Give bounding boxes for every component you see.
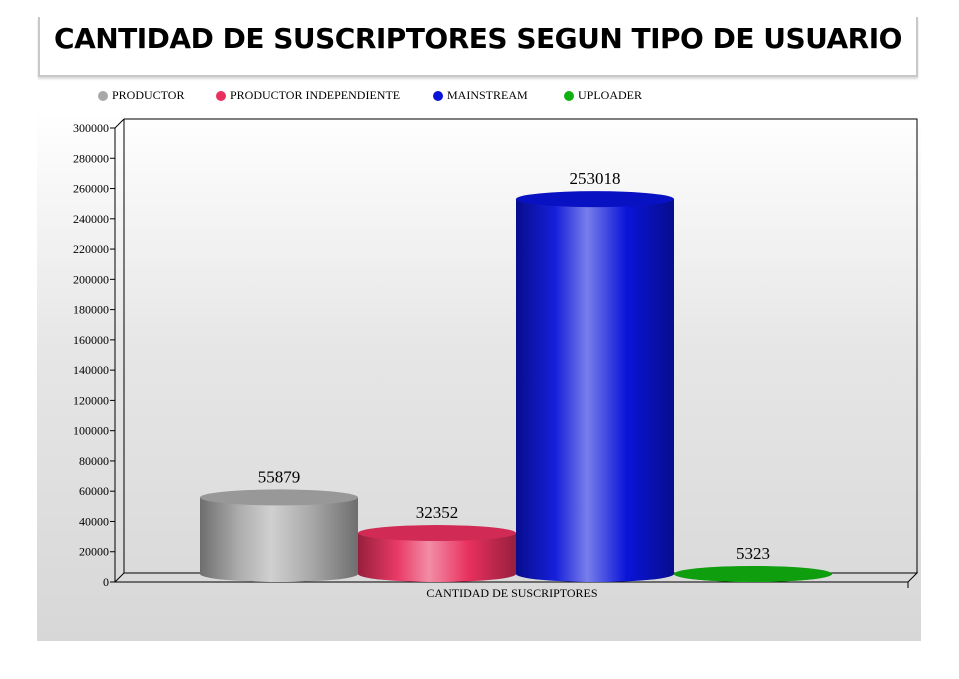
title-frame: [38, 17, 918, 77]
data-label: 253018: [570, 169, 621, 188]
legend-label-productor: PRODUCTOR: [112, 88, 185, 102]
bar-top: [358, 525, 516, 542]
legend-label-productor-independiente: PRODUCTOR INDEPENDIENTE: [230, 88, 401, 102]
bar-body: [358, 533, 516, 582]
y-tick-label: 280000: [73, 151, 109, 165]
bar-top: [516, 191, 674, 208]
bar-productor: [200, 489, 358, 582]
y-tick-label: 60000: [79, 484, 109, 498]
bar-uploader: [674, 565, 832, 582]
legend-swatch-mainstream: [433, 91, 443, 101]
y-tick-label: 160000: [73, 333, 109, 347]
y-tick-label: 220000: [73, 242, 109, 256]
chart-title: CANTIDAD DE SUSCRIPTORES SEGUN TIPO DE U…: [54, 22, 902, 55]
bar-top: [200, 489, 358, 506]
y-tick-label: 80000: [79, 454, 109, 468]
y-axis-top-edge: [114, 118, 125, 129]
axes: 0 20000 40000 60000 80000 100000 120000 140000 1…: [73, 118, 919, 600]
y-tick-label: 240000: [73, 212, 109, 226]
bar-mainstream: [516, 191, 674, 582]
y-tick-label: 100000: [73, 424, 109, 438]
x-axis-label: CANTIDAD DE SUSCRIPTORES: [426, 586, 597, 600]
y-tick-label: 260000: [73, 182, 109, 196]
y-tick-label: 20000: [79, 545, 109, 559]
legend-label-uploader: UPLOADER: [578, 88, 643, 102]
data-label: 5323: [736, 544, 770, 563]
legend-swatch-productor-independiente: [216, 91, 226, 101]
legend-label-mainstream: MAINSTREAM: [447, 88, 528, 102]
bar-body: [516, 199, 674, 582]
data-label: 55879: [258, 467, 301, 486]
y-tick-label: 40000: [79, 514, 109, 528]
legend-swatch-productor: [98, 91, 108, 101]
legend-swatch-uploader: [564, 91, 574, 101]
y-tick-label: 120000: [73, 393, 109, 407]
bar-productor-independiente: [358, 525, 516, 582]
y-tick-label: 200000: [73, 272, 109, 286]
bar-top: [674, 565, 832, 582]
bar-body: [200, 497, 358, 582]
y-tick-label: 300000: [73, 121, 109, 135]
y-tick-label: 180000: [73, 303, 109, 317]
data-label: 32352: [416, 503, 459, 522]
y-tick-label: 0: [103, 575, 109, 589]
y-tick-label: 140000: [73, 363, 109, 377]
